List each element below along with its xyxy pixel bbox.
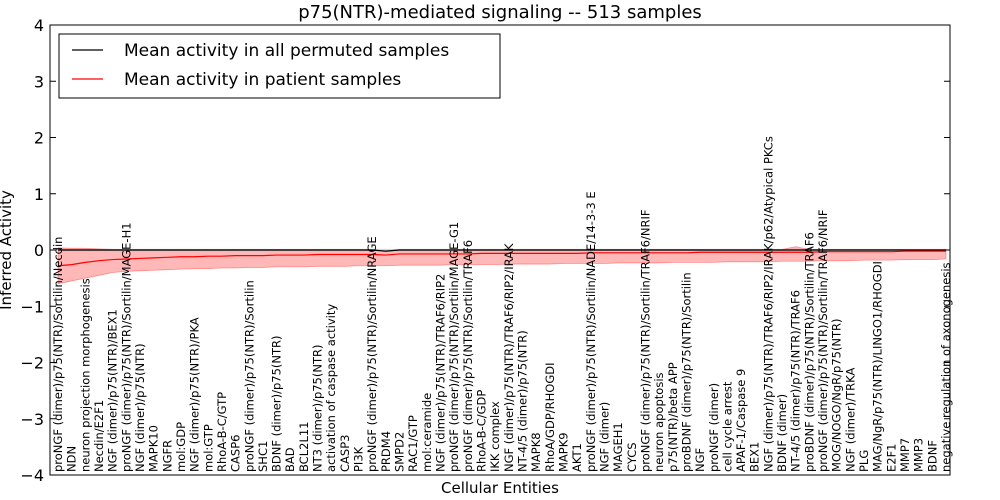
entity-label: NT-4/5 (dimer)/p75(NTR) bbox=[515, 330, 529, 472]
entity-label: neuron projection morphogenesis bbox=[78, 278, 92, 472]
entity-label: proNGF (dimer)/p75(NTR)/Sortilin/TRAF6/N… bbox=[816, 210, 830, 472]
entity-label: proNGF (dimer)/p75(NTR)/Sortilin/Necdin bbox=[51, 237, 65, 472]
entity-label: neuron apoptosis bbox=[652, 372, 666, 472]
entity-label: proNGF (dimer)/p75(NTR)/Sortilin/TRAF6 bbox=[461, 240, 475, 472]
legend-permuted-label: Mean activity in all permuted samples bbox=[124, 41, 449, 61]
entity-labels-layer: proNGF (dimer)/p75(NTR)/Sortilin/Necdin N… bbox=[51, 136, 953, 472]
entity-label: cell cycle arrest bbox=[720, 381, 734, 472]
entity-label: proNGF (dimer)/p75(NTR)/Sortilin/NRAGE bbox=[365, 236, 379, 472]
y-tick-label: 4 bbox=[34, 16, 44, 35]
entity-label: MAG/NgR/p75(NTR)/LINGO1/RHOGDI bbox=[871, 261, 885, 472]
entity-label: proNGF (dimer) bbox=[707, 383, 721, 472]
entity-label: SHC1 bbox=[256, 441, 270, 472]
y-tick-label: −1 bbox=[20, 297, 44, 316]
entity-label: NGF bbox=[693, 448, 707, 472]
entity-label: NGF (dimer)/p75(NTR)/TRAF6/RIP2 bbox=[434, 274, 448, 472]
entity-label: MAPK9 bbox=[556, 432, 570, 472]
entity-label: proBDNF (dimer)/p75(NTR)/Sortilin bbox=[679, 272, 693, 472]
entity-label: NT-4/5 (dimer)/p75(NTR)/TRAF6 bbox=[789, 290, 803, 472]
entity-label: CASP6 bbox=[229, 435, 243, 472]
entity-label: NGF (dimer)/p75(NTR)/BEX1 bbox=[106, 309, 120, 472]
entity-label: PLG bbox=[857, 450, 871, 472]
y-tick-label: 1 bbox=[34, 185, 44, 204]
entity-label: RhoA-B-C/GTP bbox=[215, 392, 229, 472]
entity-label: MAPK10 bbox=[147, 425, 161, 472]
entity-label: MAGEH1 bbox=[611, 422, 625, 472]
y-tick-label: −3 bbox=[20, 410, 44, 429]
entity-label: BDNF bbox=[925, 440, 939, 472]
entity-label: MOG/NOGO/NgR/p75(NTR) bbox=[830, 318, 844, 472]
legend-box bbox=[58, 33, 501, 99]
y-tick-label: 3 bbox=[34, 72, 44, 91]
entity-label: CYCS bbox=[625, 442, 639, 472]
entity-label: mol:GDP bbox=[174, 422, 188, 472]
lines-layer bbox=[57, 249, 946, 267]
entity-label: PRDM4 bbox=[379, 431, 393, 472]
entity-label: NGF (dimer) bbox=[597, 402, 611, 472]
entity-label: BDNF (dimer)/p75(NTR) bbox=[270, 336, 284, 473]
y-axis-label: Inferred Activity bbox=[0, 190, 15, 310]
entity-label: mol:GTP bbox=[201, 424, 215, 472]
patient-mean-line bbox=[57, 250, 946, 267]
entity-label: negative regulation of axonogenesis bbox=[939, 262, 953, 472]
entity-label: NDN bbox=[65, 446, 79, 472]
entity-label: p75(NTR)/beta APP bbox=[666, 362, 680, 472]
entity-label: AKT1 bbox=[570, 443, 584, 472]
entity-label: APAF-1/Caspase 9 bbox=[734, 369, 748, 472]
entity-label: NGF (dimer)/p75(NTR)/TRAF6/RIP2/IRAK/p62… bbox=[761, 136, 775, 472]
entity-label: proNGF (dimer)/p75(NTR)/Sortilin/MAGE-H1 bbox=[119, 222, 133, 472]
entity-label: proNGF (dimer)/p75(NTR)/Sortilin/MAGE-G1 bbox=[447, 222, 461, 472]
entity-label: NGF (dimer)/p75(NTR)/TRAF6/RIP2/IRAK bbox=[502, 243, 516, 472]
entity-label: BCL2L11 bbox=[297, 422, 311, 472]
entity-label: BDNF (dimer) bbox=[775, 394, 789, 472]
plot-frame bbox=[49, 24, 951, 476]
entity-label: IKK complex bbox=[488, 401, 502, 472]
legend-patient-label: Mean activity in patient samples bbox=[124, 70, 401, 90]
entity-label: NGF (dimer)/TRKA bbox=[843, 368, 857, 472]
x-axis-label: Cellular Entities bbox=[441, 479, 559, 497]
chart-title: p75(NTR)-mediated signaling -- 513 sampl… bbox=[298, 2, 702, 23]
entity-label: mol:ceramide bbox=[420, 393, 434, 472]
y-tick-label: −2 bbox=[20, 354, 44, 373]
entity-label: NGF (dimer)/p75(NTR)/PKA bbox=[188, 317, 202, 472]
permuted-mean-line bbox=[58, 249, 946, 252]
y-tick-label: 0 bbox=[34, 241, 44, 260]
entity-label: proNGF (dimer)/p75(NTR)/Sortilin/NADE/14… bbox=[584, 191, 598, 472]
entity-label: NT3 (dimer)/p75(NTR) bbox=[311, 345, 325, 472]
entity-label: proNGF (dimer)/p75(NTR)/Sortilin/TRAF6/N… bbox=[638, 210, 652, 472]
entity-label: E2F1 bbox=[884, 443, 898, 472]
entity-label: MAPK8 bbox=[529, 432, 543, 472]
y-tick-label: −4 bbox=[20, 466, 44, 485]
entity-label: PI3K bbox=[352, 446, 366, 472]
y-tick-label: 2 bbox=[34, 129, 44, 148]
entity-label: BEX1 bbox=[748, 442, 762, 472]
entity-label: MMP7 bbox=[898, 438, 912, 472]
entity-label: RhoA/GDP/RHOGDI bbox=[543, 363, 557, 472]
entity-label: proNGF (dimer)/p75(NTR)/Sortilin bbox=[242, 280, 256, 472]
legend: Mean activity in all permuted samples Me… bbox=[58, 33, 501, 99]
entity-label: MMP3 bbox=[912, 438, 926, 472]
entity-label: proBDNF (dimer)/p75(NTR)/Sortilin/TRAF6 bbox=[802, 232, 816, 472]
entity-label: BAD bbox=[283, 447, 297, 472]
entity-label: CASP3 bbox=[338, 435, 352, 472]
entity-label: RAC1/GTP bbox=[406, 415, 420, 472]
entity-label: NGF (dimer)/p75(NTR) bbox=[133, 343, 147, 472]
entity-label: NGFR bbox=[160, 440, 174, 472]
entity-label: RhoA-B-C/GDP bbox=[475, 390, 489, 472]
y-ticks-layer: 4 3 2 1 0 −1 −2 −3 −4 bbox=[20, 16, 950, 485]
entity-label: Necdin/E2F1 bbox=[92, 400, 106, 472]
entity-label: activation of caspase activity bbox=[324, 304, 338, 472]
entity-label: SMPD2 bbox=[393, 432, 407, 472]
